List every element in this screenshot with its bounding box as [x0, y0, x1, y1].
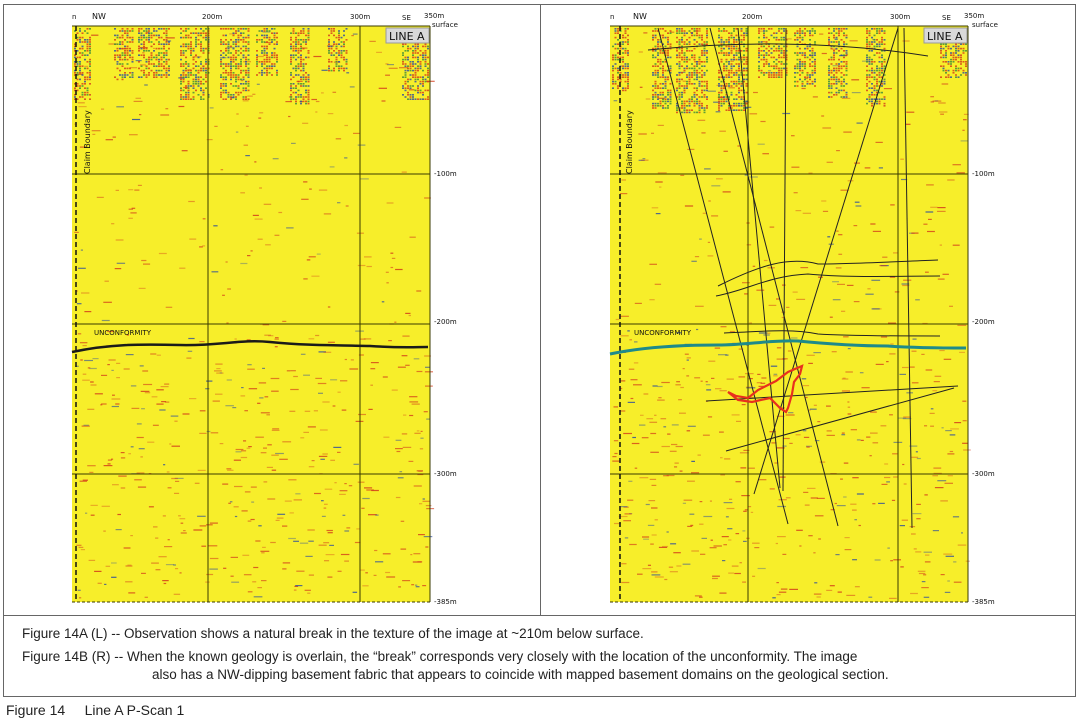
depth-label-100: -100m — [434, 170, 457, 178]
fault-line — [903, 27, 913, 529]
depth-label-385: -385m — [972, 598, 995, 606]
depth-label-200: -200m — [972, 318, 995, 326]
top-label-nw: NW — [633, 12, 647, 21]
top-label-se: SE — [402, 14, 411, 22]
caption-14b-line2: also has a NW-dipping basement fabric th… — [152, 667, 889, 682]
line-label-box — [923, 27, 968, 44]
figure-frame — [3, 4, 1076, 697]
top-label-se: SE — [942, 14, 951, 22]
caption-14b: Figure 14B (R) -- When the known geology… — [22, 648, 1062, 684]
claim-boundary-label: Claim Boundary — [625, 110, 634, 174]
top-label-n: n — [72, 13, 76, 21]
pscan-background — [72, 26, 430, 602]
top-label-n: n — [610, 13, 614, 21]
panel-right: Claim Boundary UNCONFORMITY n NW 200m 30… — [548, 6, 1078, 612]
depth-label-300: -300m — [434, 470, 457, 478]
figure-footer: Figure 14 Line A P-Scan 1 — [6, 702, 184, 718]
top-label-300m: 300m — [350, 13, 370, 21]
unconformity-line — [71, 340, 429, 354]
fabric-line — [723, 330, 941, 337]
top-label-350m: 350m — [964, 12, 984, 20]
fabric-line — [717, 259, 939, 287]
top-label-200m: 200m — [202, 13, 222, 21]
fabric-line — [715, 273, 941, 297]
unconformity-label: UNCONFORMITY — [634, 329, 692, 337]
top-label-nw: NW — [92, 12, 106, 21]
anomaly-outline — [727, 364, 804, 414]
line-label: LINE A — [927, 30, 963, 43]
panel-left: Claim Boundary UNCONFORMITY n NW 200m 30… — [10, 6, 540, 612]
caption-14a: Figure 14A (L) -- Observation shows a na… — [22, 626, 644, 641]
pscan-right: Claim Boundary UNCONFORMITY n NW 200m 30… — [609, 12, 998, 606]
fault-line — [657, 27, 789, 525]
fault-line — [709, 27, 839, 527]
depth-label-200: -200m — [434, 318, 457, 326]
unconformity-line — [609, 339, 967, 356]
fault-line — [737, 27, 781, 489]
top-label-surface: surface — [972, 21, 998, 29]
top-label-300m: 300m — [890, 13, 910, 21]
line-label-box — [385, 27, 430, 44]
top-label-surface: surface — [432, 21, 458, 29]
figure-title: Line A P-Scan 1 — [84, 702, 185, 718]
figure-number: Figure 14 — [6, 702, 66, 718]
panel-divider — [540, 4, 541, 616]
unconformity-label: UNCONFORMITY — [94, 329, 152, 337]
surface-trace — [647, 43, 929, 57]
top-label-350m: 350m — [424, 12, 444, 20]
depth-label-100: -100m — [972, 170, 995, 178]
basement-fabric-line — [725, 387, 955, 452]
caption-divider — [3, 615, 1076, 616]
claim-boundary-label: Claim Boundary — [83, 110, 92, 174]
top-label-200m: 200m — [742, 13, 762, 21]
pscan-left: Claim Boundary UNCONFORMITY n NW 200m 30… — [71, 12, 458, 606]
depth-label-385: -385m — [434, 598, 457, 606]
fault-line — [753, 27, 899, 495]
surface-bands — [74, 28, 429, 105]
depth-label-300: -300m — [972, 470, 995, 478]
line-label: LINE A — [389, 30, 425, 43]
caption-14b-line1: Figure 14B (R) -- When the known geology… — [22, 649, 858, 664]
fault-line — [782, 27, 787, 492]
